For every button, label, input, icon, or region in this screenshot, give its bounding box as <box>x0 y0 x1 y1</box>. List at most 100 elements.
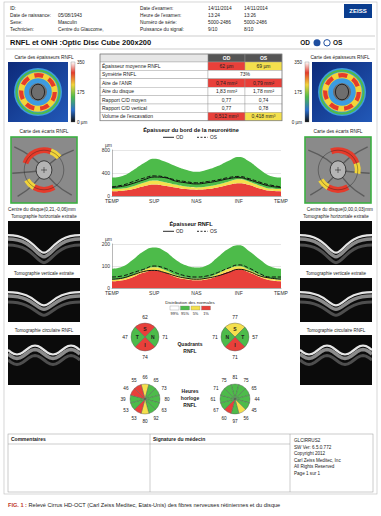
svg-text:0,512 mm³: 0,512 mm³ <box>215 113 239 119</box>
svg-text:73: 73 <box>161 386 167 391</box>
svg-text:0,77: 0,77 <box>222 105 232 111</box>
svg-text:60: 60 <box>221 416 227 421</box>
svg-text:OD: OD <box>176 135 184 140</box>
svg-text:0,74: 0,74 <box>259 97 269 103</box>
svg-text:0,79 mm²: 0,79 mm² <box>253 80 274 86</box>
svg-text:800: 800 <box>102 147 111 153</box>
svg-text:Aire de l'ANR: Aire de l'ANR <box>102 80 132 86</box>
svg-text:horloge: horloge <box>181 395 200 401</box>
svg-text:Carte des épaisseurs RNFL: Carte des épaisseurs RNFL <box>14 55 74 60</box>
svg-text:INF: INF <box>235 290 243 296</box>
svg-text:RNFL: RNFL <box>183 348 196 354</box>
svg-text:SUP: SUP <box>149 198 160 204</box>
svg-text:Tomographie horizontale extrai: Tomographie horizontale extraite <box>303 214 369 219</box>
svg-text:75: 75 <box>243 378 249 383</box>
svg-text:Date d'examen:: Date d'examen: <box>140 6 173 11</box>
svg-text:SW Ver: 6.5.0.772: SW Ver: 6.5.0.772 <box>294 445 332 450</box>
svg-text:Aire du disque: Aire du disque <box>102 88 134 94</box>
svg-text:0,78: 0,78 <box>259 105 269 111</box>
svg-text:65: 65 <box>153 378 159 383</box>
svg-text:Tomographie horizontale extrai: Tomographie horizontale extraite <box>11 214 77 219</box>
svg-text:80: 80 <box>164 397 170 402</box>
svg-text:Centre du disque(0,00,0,03)mm: Centre du disque(0,00,0,03)mm <box>307 207 373 212</box>
svg-text:Tomographie circulaire RNFL: Tomographie circulaire RNFL <box>307 328 366 333</box>
svg-text:FIG. 1 : Relevé Cirrus HD-OCT: FIG. 1 : Relevé Cirrus HD-OCT (Carl Zeis… <box>8 502 280 508</box>
svg-text:5000-2486: 5000-2486 <box>208 20 231 25</box>
svg-text:Sexe:: Sexe: <box>10 20 22 25</box>
svg-text:N: N <box>151 334 155 340</box>
svg-text:71: 71 <box>212 334 218 340</box>
svg-text:45: 45 <box>251 408 257 413</box>
svg-text:SUP: SUP <box>149 290 160 296</box>
svg-text:Centre du Glaucome,: Centre du Glaucome, <box>58 27 104 32</box>
svg-text:OS: OS <box>210 135 217 140</box>
svg-text:S: S <box>143 326 147 332</box>
svg-text:175: 175 <box>294 90 302 95</box>
svg-text:53: 53 <box>131 416 137 421</box>
svg-text:99%: 99% <box>171 311 179 316</box>
svg-text:13:26: 13:26 <box>244 13 256 18</box>
svg-text:OS: OS <box>210 229 217 234</box>
svg-text:Commentaires: Commentaires <box>11 436 46 442</box>
svg-text:1%: 1% <box>203 311 209 316</box>
svg-text:OS: OS <box>333 39 343 46</box>
svg-text:350: 350 <box>77 60 85 65</box>
svg-text:NAS: NAS <box>191 290 202 296</box>
svg-text:81: 81 <box>232 375 238 380</box>
svg-text:Carte des écarts RNFL: Carte des écarts RNFL <box>19 129 68 134</box>
svg-text:T: T <box>136 334 139 340</box>
svg-text:Volume de l'excavation: Volume de l'excavation <box>102 113 153 119</box>
svg-text:Carte des épaisseurs RNFL: Carte des épaisseurs RNFL <box>310 55 370 60</box>
svg-text:95%: 95% <box>181 311 189 316</box>
svg-text:0 µm: 0 µm <box>77 120 87 125</box>
svg-text:Copyright 2012: Copyright 2012 <box>294 451 326 456</box>
svg-text:63: 63 <box>161 408 167 413</box>
svg-text:5%: 5% <box>193 311 199 316</box>
svg-text:1,78 mm²: 1,78 mm² <box>253 88 274 94</box>
svg-text:I: I <box>144 342 146 348</box>
svg-text:OD: OD <box>176 229 184 234</box>
svg-text:Heure de l'examen:: Heure de l'examen: <box>140 13 181 18</box>
svg-text:Date de naissance:: Date de naissance: <box>10 13 51 18</box>
svg-text:RNFL: RNFL <box>183 402 196 408</box>
svg-text:Tomographie verticale extraite: Tomographie verticale extraite <box>306 271 367 276</box>
svg-text:I: I <box>234 342 236 348</box>
svg-text:Numéro de série:: Numéro de série: <box>140 20 177 25</box>
svg-text:200: 200 <box>102 241 111 247</box>
svg-text:97: 97 <box>232 419 238 424</box>
svg-text:92: 92 <box>153 416 159 421</box>
svg-text:0,77: 0,77 <box>222 97 232 103</box>
svg-text:400: 400 <box>102 170 111 176</box>
svg-text:71: 71 <box>213 386 219 391</box>
svg-text:61: 61 <box>210 397 216 402</box>
svg-text:ID:: ID: <box>10 6 16 11</box>
svg-text:77: 77 <box>232 314 238 320</box>
svg-text:73%: 73% <box>240 71 251 77</box>
svg-text:RNFL et ONH :Optic Disc Cube 2: RNFL et ONH :Optic Disc Cube 200x200 <box>10 38 151 47</box>
svg-text:Tomographie circulaire RNFL: Tomographie circulaire RNFL <box>15 328 74 333</box>
svg-text:Carl Zeiss Meditec, Inc: Carl Zeiss Meditec, Inc <box>294 458 341 463</box>
svg-text:62 µm: 62 µm <box>220 63 234 69</box>
svg-text:Rapport C/D vertical: Rapport C/D vertical <box>102 105 147 111</box>
svg-text:53: 53 <box>123 408 129 413</box>
svg-text:S: S <box>233 326 237 332</box>
svg-text:OD: OD <box>300 39 310 46</box>
svg-text:55: 55 <box>131 378 137 383</box>
svg-text:GLCIRRUS2: GLCIRRUS2 <box>294 438 321 443</box>
svg-text:Symétrie RNFL: Symétrie RNFL <box>102 71 136 77</box>
svg-text:Page 1 sur 1: Page 1 sur 1 <box>294 471 320 476</box>
svg-text:Centre du disque(0,21,-0,06)mm: Centre du disque(0,21,-0,06)mm <box>8 207 76 212</box>
svg-text:N: N <box>225 334 229 340</box>
svg-text:Rapport C/D moyen: Rapport C/D moyen <box>102 97 146 103</box>
svg-text:ZEISS: ZEISS <box>349 8 366 14</box>
svg-text:67: 67 <box>213 408 219 413</box>
svg-text:14/11/2014: 14/11/2014 <box>244 6 268 11</box>
svg-text:46: 46 <box>123 386 129 391</box>
svg-text:Épaisseur moyenne RNFL: Épaisseur moyenne RNFL <box>102 63 161 69</box>
svg-text:69 µm: 69 µm <box>257 63 271 69</box>
svg-text:TEMP: TEMP <box>274 290 289 296</box>
svg-text:05/08/1943: 05/08/1943 <box>58 13 82 18</box>
svg-text:Distribution des normales: Distribution des normales <box>165 300 215 305</box>
svg-text:Épaisseur du bord de la neuror: Épaisseur du bord de la neurorétine <box>143 126 239 133</box>
svg-text:Carte des écarts RNFL: Carte des écarts RNFL <box>313 129 362 134</box>
